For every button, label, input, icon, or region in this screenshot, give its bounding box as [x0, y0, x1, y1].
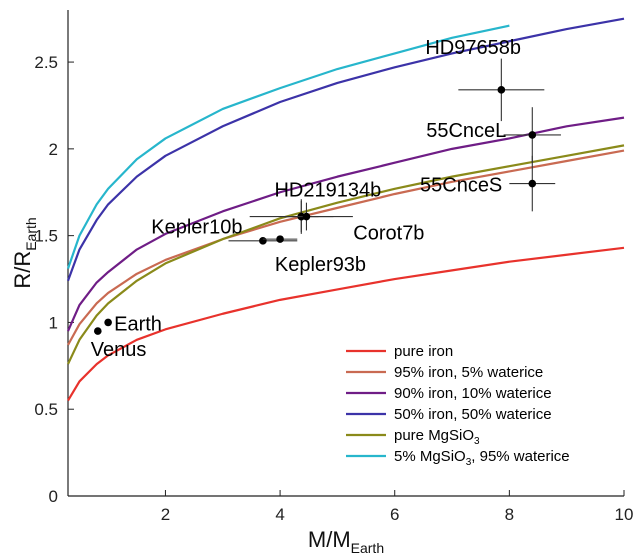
point-55cnces-marker	[528, 179, 537, 188]
legend-label-5-mgsio3-95-waterice: 5% MgSiO3, 95% waterice	[394, 448, 570, 468]
point-label-venus: Venus	[91, 339, 147, 361]
point-label-kepler10b: Kepler10b	[151, 217, 242, 239]
points-layer: Venus Earth Kepler10b Corot7b Kepler93b HD219…	[91, 37, 561, 361]
series-line-90-iron-10-waterice	[66, 116, 625, 332]
legend-label-main: pure MgSiO	[394, 427, 474, 444]
y-tick-label: 1	[49, 313, 58, 332]
y-axis-title-sub: Earth	[23, 217, 39, 250]
legend-label-90-iron-10-waterice: 90% iron, 10% waterice	[394, 385, 552, 402]
legend-label-sub: 3	[474, 436, 480, 447]
point-label-corot7b: Corot7b	[353, 223, 424, 245]
point-label-earth: Earth	[114, 313, 162, 335]
x-axis-title-main: M/M	[308, 527, 351, 552]
point-label-hd219134b: HD219134b	[274, 180, 381, 202]
legend-label-95-iron-5-waterice: 95% iron, 5% waterice	[394, 364, 543, 381]
series-line-pure-mgsio3	[67, 144, 625, 365]
series-line-95-iron-5-waterice	[67, 149, 625, 346]
point-unlabeled-marker	[276, 235, 284, 243]
point-hd97658b-marker	[497, 86, 506, 94]
x-axis-title: M/MEarth	[308, 527, 384, 556]
legend-label-rest: , 95% waterice	[471, 448, 569, 465]
x-tick-label: 6	[390, 505, 399, 524]
x-tick-label: 4	[275, 505, 284, 524]
legend-label-sub: 3	[466, 457, 472, 468]
x-tick-label: 10	[615, 505, 634, 524]
series-line-50-iron-50-waterice	[66, 17, 625, 282]
legend-label-pure-mgsio3: pure MgSiO3	[394, 427, 480, 447]
legend: pure iron 95% iron, 5% waterice 90% iron, …	[346, 343, 570, 468]
legend-label-50-iron-50-waterice: 50% iron, 50% waterice	[394, 406, 552, 423]
y-tick-label: 2.5	[34, 53, 58, 72]
y-tick-label: 0.5	[34, 400, 58, 419]
y-tick-label: 1.5	[34, 227, 58, 246]
y-axis-title: R/REarth	[10, 217, 39, 288]
point-hd219134b-marker	[302, 212, 311, 221]
series-layer	[66, 17, 625, 402]
point-label-hd97658b: HD97658b	[425, 37, 521, 59]
x-tick-label: 8	[505, 505, 514, 524]
x-axis-title-sub: Earth	[351, 540, 384, 556]
y-tick-label: 2	[49, 140, 58, 159]
ticks: 2 4 6 8 10 0 0.5 1 1.5 2 2.5	[34, 53, 633, 524]
x-tick-label: 2	[161, 505, 170, 524]
axes	[67, 10, 624, 497]
y-tick-label: 0	[49, 487, 58, 506]
point-label-kepler93b: Kepler93b	[275, 254, 366, 276]
point-label-55cncel: 55CnceL	[426, 120, 506, 142]
y-axis-title-main: R/R	[10, 251, 35, 289]
point-55cncel-marker	[528, 131, 537, 139]
series-line-5-mgsio3-95-waterice	[66, 24, 510, 269]
point-venus-marker	[94, 327, 102, 335]
series-line-pure-iron	[67, 246, 625, 402]
legend-label-pure-iron: pure iron	[394, 343, 453, 360]
point-earth-marker	[104, 318, 112, 327]
point-label-55cnces: 55CnceS	[420, 175, 502, 197]
point-kepler93b-marker	[259, 237, 267, 245]
legend-label-main: 5% MgSiO	[394, 448, 466, 465]
